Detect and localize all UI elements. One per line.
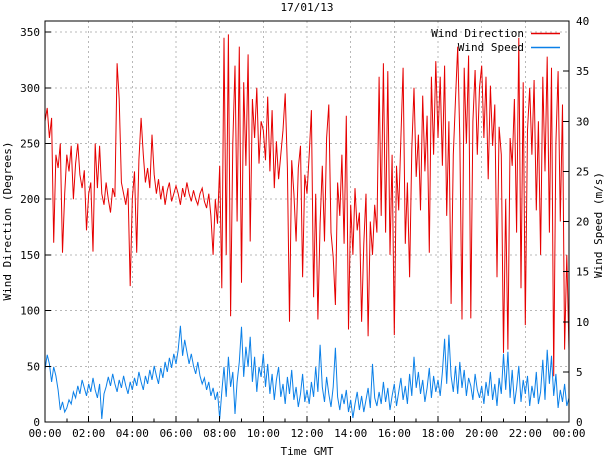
y-right-tick-label: 15 [576, 266, 589, 279]
x-tick-label: 04:00 [116, 427, 149, 440]
x-tick-label: 14:00 [334, 427, 367, 440]
y-right-axis-title: Wind Speed (m/s) [592, 172, 605, 278]
y-left-tick-label: 200 [20, 193, 40, 206]
y-right-tick-label: 40 [576, 15, 589, 28]
y-right-tick-label: 30 [576, 115, 589, 128]
y-left-axis-title: Wind Direction (Degrees) [1, 142, 14, 301]
x-tick-label: 10:00 [247, 427, 280, 440]
y-left-tick-label: 350 [20, 26, 40, 39]
y-left-tick-label: 50 [27, 360, 40, 373]
y-right-tick-label: 5 [576, 366, 583, 379]
series-line-wind-direction [44, 34, 570, 377]
x-axis-title: Time GMT [281, 445, 334, 458]
x-tick-label: 00:00 [28, 427, 61, 440]
x-tick-label: 06:00 [159, 427, 192, 440]
y-right-tick-label: 35 [576, 65, 589, 78]
x-tick-label: 16:00 [378, 427, 411, 440]
y-right-tick-label: 25 [576, 165, 589, 178]
chart-title: 17/01/13 [281, 1, 334, 14]
x-tick-label: 12:00 [290, 427, 323, 440]
axis-ticks [44, 20, 570, 423]
y-right-tick-label: 20 [576, 216, 589, 229]
y-left-tick-label: 250 [20, 138, 40, 151]
x-tick-label: 20:00 [465, 427, 498, 440]
y-right-tick-label: 10 [576, 316, 589, 329]
x-tick-label: 02:00 [72, 427, 105, 440]
x-tick-label: 22:00 [509, 427, 542, 440]
legend-label-wind-direction: Wind Direction [431, 27, 524, 40]
y-left-tick-label: 150 [20, 249, 40, 262]
y-right-tick-label: 0 [576, 416, 583, 429]
axis-tick-labels: 00:00 02:00 04:00 06:00 08:00 10:00 12:00 14:00… [20, 15, 589, 440]
x-tick-label: 08:00 [203, 427, 236, 440]
gridlines [45, 21, 569, 422]
series-line-wind-speed [44, 325, 570, 420]
legend-label-wind-speed: Wind Speed [458, 41, 524, 54]
plot-series [44, 34, 570, 420]
x-tick-label: 00:00 [552, 427, 585, 440]
y-left-tick-label: 100 [20, 305, 40, 318]
legend: Wind Direction Wind Speed [431, 27, 560, 54]
x-tick-label: 18:00 [421, 427, 454, 440]
y-left-tick-label: 300 [20, 82, 40, 95]
y-left-tick-label: 0 [33, 416, 40, 429]
